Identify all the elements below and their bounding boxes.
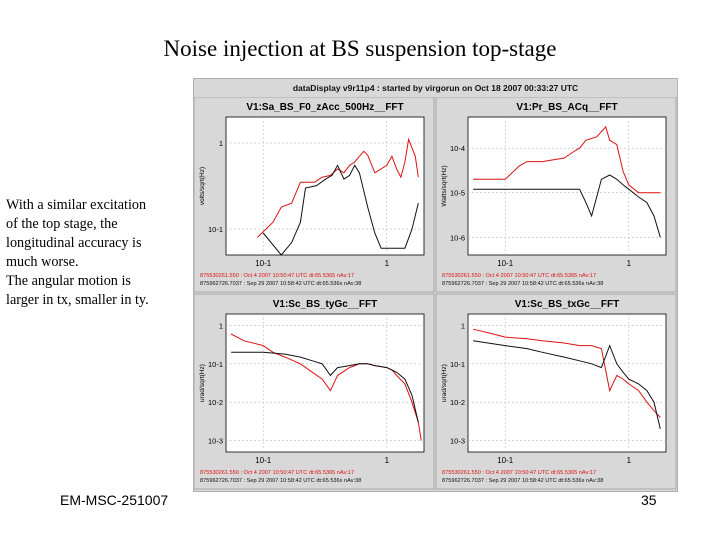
y-tick-label: 10-4	[450, 144, 465, 153]
series-line	[257, 137, 419, 238]
y-axis-label: urad/sqrt(Hz)	[441, 364, 448, 402]
y-tick-label: 10-1	[208, 360, 223, 369]
legend-entry: 875962726.7037 : Sep 29 2007 10:58:42 UT…	[442, 478, 603, 484]
y-tick-label: 10-2	[450, 398, 465, 407]
legend-entry: 875962726.7037 : Sep 29 2007 10:58:42 UT…	[200, 281, 361, 287]
slide-title: Noise injection at BS suspension top-sta…	[163, 36, 557, 61]
description-line: of the top stage, the	[6, 216, 118, 232]
y-tick-label: 1	[219, 322, 223, 331]
plot-title: V1:Pr_BS_ACq__FFT	[516, 102, 617, 113]
y-tick-label: 10-1	[208, 225, 223, 234]
y-axis-label: Watts/sqrt(Hz)	[441, 165, 448, 206]
series-line	[473, 125, 661, 194]
series-line	[262, 164, 419, 256]
y-tick-label: 10-3	[208, 436, 223, 445]
series-line	[472, 328, 661, 418]
x-tick-label: 1	[627, 259, 632, 268]
series-line	[473, 340, 661, 430]
legend-entry: 875962726.7037 : Sep 29 2007 10:58:42 UT…	[200, 478, 361, 484]
series-line	[231, 351, 419, 423]
legend-entry: 875530261.550 : Oct 4 2007 10:50:47 UTC …	[442, 273, 596, 279]
y-tick-label: 10-5	[450, 189, 465, 198]
y-axis-label: urad/sqrt(Hz)	[199, 364, 206, 402]
plot-area	[225, 116, 425, 256]
y-tick-label: 1	[461, 322, 465, 331]
description-line: With a similar excitation	[6, 197, 147, 213]
fft-panel: V1:Sa_BS_F0_zAcc_500Hz__FFT volts/sqrt(Hz…	[194, 97, 435, 293]
datadisplay-screenshot: dataDisplay v9r11p4 : started by virgoru…	[193, 78, 678, 492]
description-line: much worse.	[6, 254, 79, 270]
y-tick-label: 10-1	[450, 360, 465, 369]
footer-label: EM-MSC-251007	[60, 492, 169, 508]
fft-panel: V1:Pr_BS_ACq__FFT Watts/sqrt(Hz) 10-1 1 10-4…	[435, 97, 677, 293]
slide-description: With a similar excitation of the top sta…	[6, 196, 188, 310]
x-tick-label: 10-1	[255, 259, 272, 268]
series-line	[473, 174, 661, 238]
x-tick-label: 1	[385, 456, 390, 465]
x-tick-label: 10-1	[497, 259, 514, 268]
description-line: The angular motion is	[6, 273, 131, 289]
description-line: longitudinal accuracy is	[6, 235, 142, 251]
page-number: 35	[641, 492, 657, 508]
y-axis-label: volts/sqrt(Hz)	[199, 167, 206, 205]
plot-area	[467, 116, 667, 256]
legend-entry: 875530261.550 : Oct 4 2007 10:50:47 UTC …	[442, 470, 596, 476]
plot-title: V1:Sc_BS_tyGc__FFT	[273, 299, 378, 310]
plot-title: V1:Sc_BS_txGc__FFT	[515, 299, 620, 310]
plot-area	[467, 313, 667, 453]
legend-entry: 875530261.550 : Oct 4 2007 10:50:47 UTC …	[200, 470, 354, 476]
legend-entry: 875962726.7037 : Sep 29 2007 10:58:42 UT…	[442, 281, 603, 287]
description-line: larger in tx, smaller in ty.	[6, 292, 149, 308]
y-tick-label: 10-6	[450, 233, 465, 242]
x-tick-label: 1	[627, 456, 632, 465]
y-tick-label: 1	[219, 139, 223, 148]
y-tick-label: 10-3	[450, 436, 465, 445]
y-tick-label: 10-2	[208, 398, 223, 407]
plot-title: V1:Sa_BS_F0_zAcc_500Hz__FFT	[246, 102, 403, 113]
legend-entry: 875530261.550 : Oct 4 2007 10:50:47 UTC …	[200, 273, 354, 279]
x-tick-label: 10-1	[497, 456, 514, 465]
x-tick-label: 1	[385, 259, 390, 268]
fft-plot-grid: V1:Sa_BS_F0_zAcc_500Hz__FFT volts/sqrt(Hz…	[194, 97, 677, 490]
x-tick-label: 10-1	[255, 456, 272, 465]
datadisplay-header: dataDisplay v9r11p4 : started by virgoru…	[292, 83, 579, 93]
